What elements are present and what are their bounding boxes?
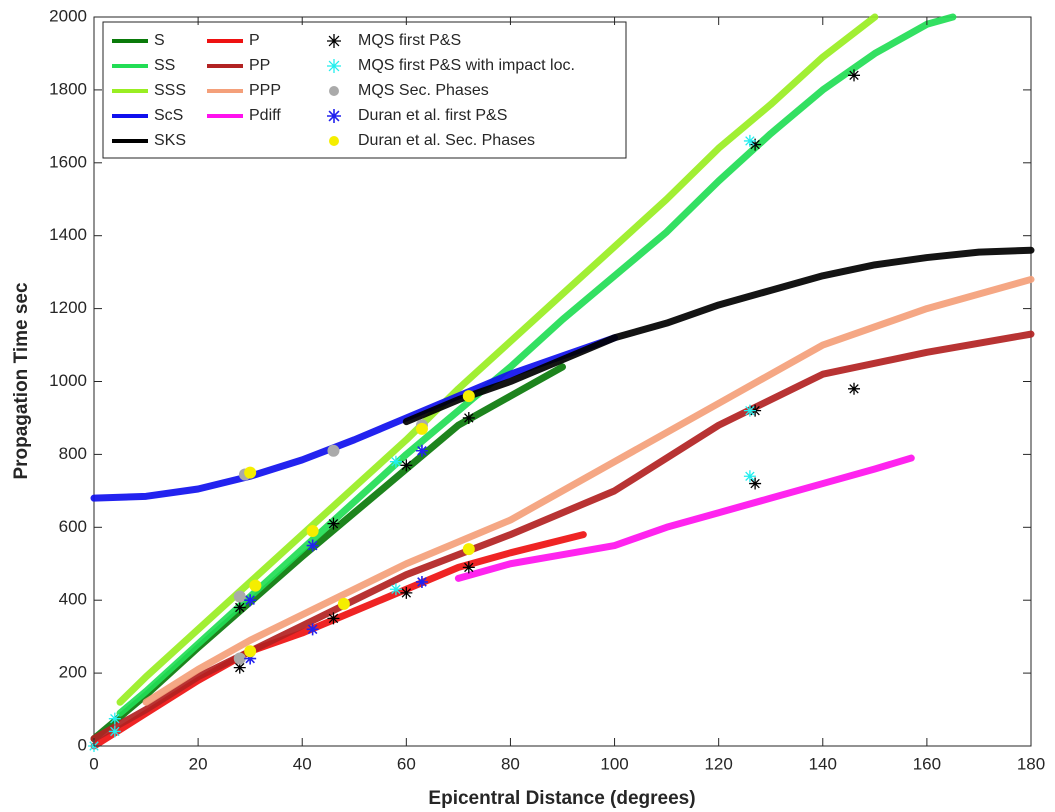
marker xyxy=(327,612,340,625)
marker xyxy=(749,477,762,490)
marker xyxy=(233,590,246,603)
marker xyxy=(233,661,246,674)
series-line xyxy=(90,330,1035,743)
marker xyxy=(306,524,319,537)
marker xyxy=(848,69,861,82)
x-tick-label: 180 xyxy=(1017,754,1045,773)
marker xyxy=(462,561,475,574)
y-tick-label: 1600 xyxy=(49,152,87,171)
legend-label: MQS first P&S with impact loc. xyxy=(358,57,575,74)
x-axis-label: Epicentral Distance (degrees) xyxy=(428,788,695,809)
marker xyxy=(327,517,340,530)
x-tick-label: 0 xyxy=(89,754,98,773)
series-line xyxy=(90,334,619,502)
marker xyxy=(389,455,402,468)
marker xyxy=(848,382,861,395)
marker xyxy=(244,652,257,665)
marker xyxy=(329,86,339,96)
marker xyxy=(244,594,257,607)
x-tick-label: 60 xyxy=(397,754,416,773)
x-tick-label: 100 xyxy=(600,754,628,773)
x-tick-label: 160 xyxy=(913,754,941,773)
legend-label: MQS Sec. Phases xyxy=(358,82,489,99)
marker xyxy=(329,136,339,146)
marker xyxy=(244,466,257,479)
marker xyxy=(415,422,428,435)
y-tick-label: 1200 xyxy=(49,298,87,317)
y-tick-label: 600 xyxy=(59,517,87,536)
y-tick-label: 800 xyxy=(59,444,87,463)
marker xyxy=(462,390,475,403)
series-line xyxy=(116,13,879,706)
marker xyxy=(306,623,319,636)
marker xyxy=(337,597,350,610)
y-tick-label: 2000 xyxy=(49,6,87,25)
marker xyxy=(462,543,475,556)
marker xyxy=(743,470,756,483)
marker xyxy=(415,444,428,457)
marker xyxy=(108,725,121,738)
y-tick-label: 1800 xyxy=(49,79,87,98)
marker xyxy=(327,34,341,48)
legend-label: SKS xyxy=(154,132,186,149)
marker xyxy=(743,404,756,417)
marker xyxy=(244,645,257,658)
legend-label: MQS first P&S xyxy=(358,32,461,49)
marker xyxy=(415,575,428,588)
legend-label: Pdiff xyxy=(249,107,281,124)
series-line xyxy=(116,13,957,717)
marker xyxy=(327,109,341,123)
y-tick-label: 200 xyxy=(59,663,87,682)
marker xyxy=(249,579,262,592)
marker xyxy=(462,411,475,424)
legend-label: SS xyxy=(154,57,175,74)
series-line xyxy=(454,454,915,582)
marker xyxy=(400,586,413,599)
marker xyxy=(306,539,319,552)
y-axis-label: Propagation Time sec xyxy=(11,282,32,480)
legend-label: SSS xyxy=(154,82,186,99)
marker xyxy=(400,459,413,472)
legend-label: Duran et al. Sec. Phases xyxy=(358,132,535,149)
y-tick-label: 1400 xyxy=(49,225,87,244)
marker xyxy=(108,712,121,725)
x-tick-label: 40 xyxy=(293,754,312,773)
legend-label: S xyxy=(154,32,165,49)
y-tick-label: 400 xyxy=(59,590,87,609)
series-line xyxy=(142,275,1035,706)
marker xyxy=(327,59,341,73)
legend-label: Duran et al. first P&S xyxy=(358,107,507,124)
y-tick-label: 1000 xyxy=(49,371,87,390)
legend-label: ScS xyxy=(154,107,183,124)
marker xyxy=(327,444,340,457)
series-line xyxy=(402,246,1035,426)
x-tick-label: 140 xyxy=(809,754,837,773)
marker xyxy=(743,134,756,147)
legend-label: PP xyxy=(249,57,270,74)
marker xyxy=(389,583,402,596)
x-tick-label: 20 xyxy=(189,754,208,773)
x-tick-label: 80 xyxy=(501,754,520,773)
plot-area xyxy=(88,13,1035,752)
legend-box xyxy=(102,21,627,159)
legend-label: P xyxy=(249,32,260,49)
marker xyxy=(749,138,762,151)
marker xyxy=(233,652,246,665)
y-tick-label: 0 xyxy=(78,735,87,754)
legend-label: PPP xyxy=(249,82,281,99)
marker xyxy=(233,601,246,614)
x-tick-label: 120 xyxy=(704,754,732,773)
